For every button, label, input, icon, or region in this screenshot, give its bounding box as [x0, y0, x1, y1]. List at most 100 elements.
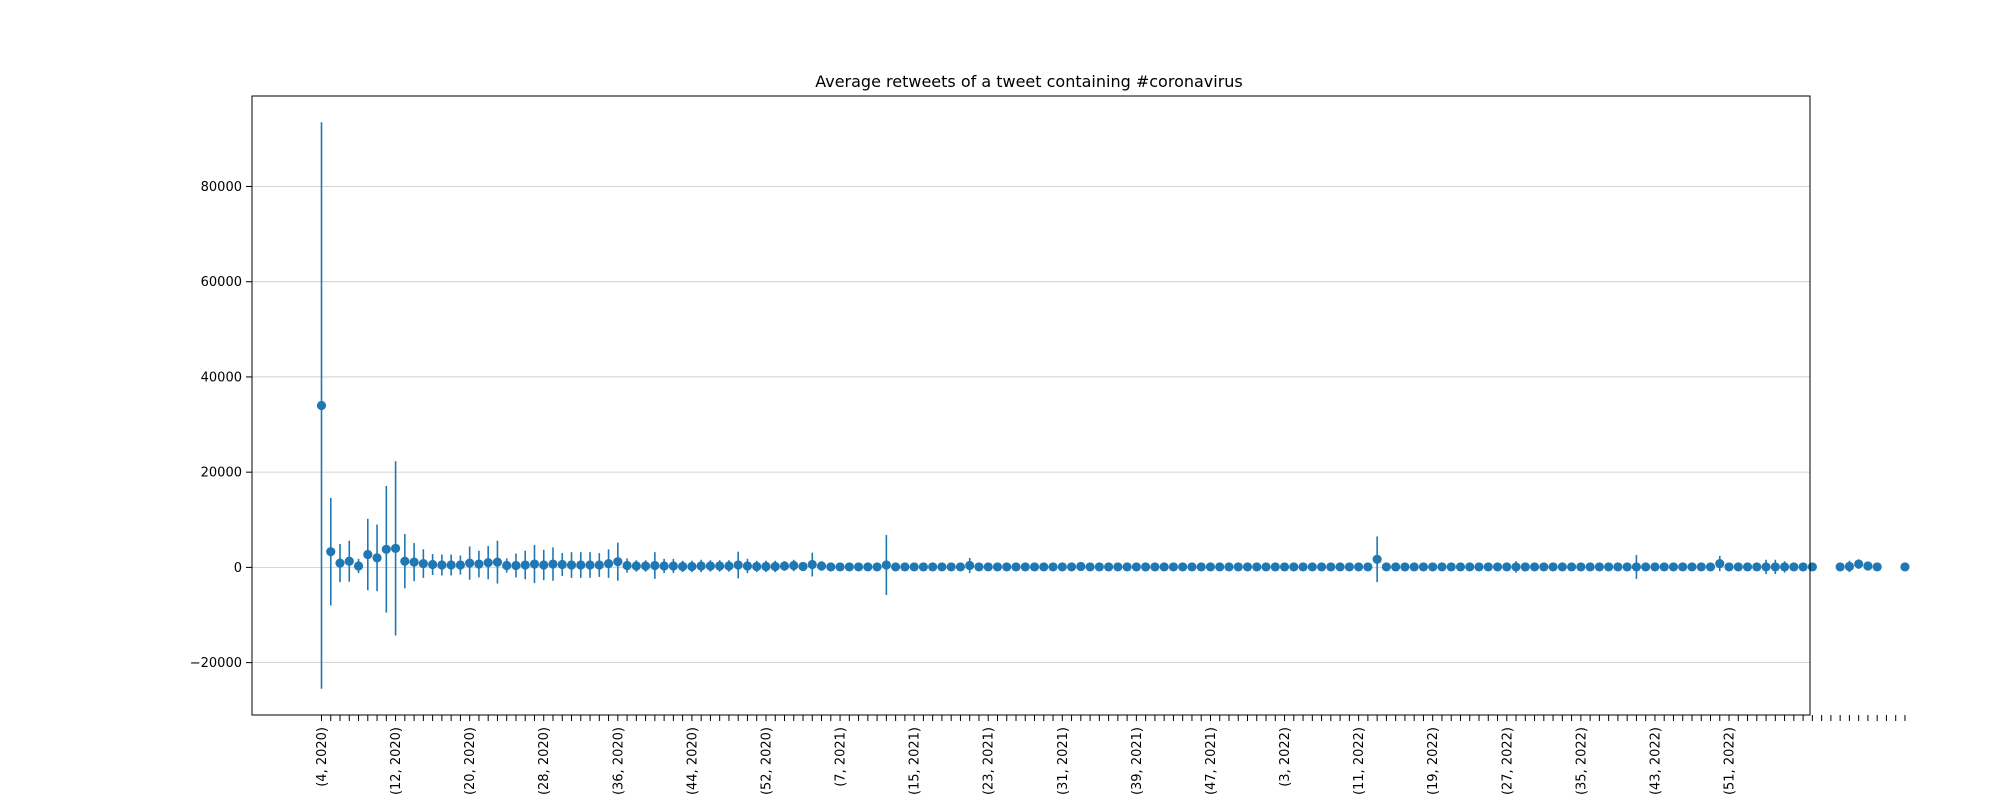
data-point: [1409, 562, 1419, 572]
data-point: [974, 562, 984, 572]
data-point: [1094, 562, 1104, 572]
data-point: [344, 556, 354, 566]
data-point: [992, 562, 1003, 572]
data-point: [853, 562, 864, 572]
data-point: [1455, 562, 1466, 572]
data-point: [1104, 562, 1114, 572]
data-point: [1483, 562, 1493, 572]
x-tick-label: (11, 2022): [1352, 727, 1367, 795]
data-point: [437, 560, 447, 570]
data-point: [1307, 562, 1317, 572]
data-point: [1742, 562, 1753, 572]
x-tick-label: (3, 2022): [1278, 727, 1293, 787]
data-point: [1020, 562, 1030, 572]
data-point: [881, 560, 891, 570]
data-point: [1770, 562, 1780, 572]
data-point: [641, 561, 651, 571]
data-point: [1057, 562, 1067, 572]
data-point: [1363, 562, 1373, 572]
data-point: [826, 562, 836, 572]
data-point: [1354, 562, 1364, 572]
x-tick-label: (23, 2021): [982, 727, 997, 795]
data-point: [1233, 562, 1243, 572]
data-point: [1807, 562, 1817, 572]
x-tick-label: (31, 2021): [1056, 727, 1071, 795]
data-point: [1502, 562, 1512, 572]
data-point: [613, 557, 623, 567]
data-point: [1326, 562, 1336, 572]
data-point: [566, 560, 577, 570]
data-point: [1641, 562, 1651, 572]
data-point: [390, 543, 401, 553]
data-point: [946, 562, 956, 572]
data-point: [983, 562, 993, 572]
plot-frame: [251, 95, 1811, 716]
y-tick-label: 40000: [201, 370, 242, 385]
data-point: [1789, 562, 1799, 572]
data-point: [900, 562, 910, 572]
data-point: [520, 560, 530, 570]
data-point: [1159, 562, 1169, 572]
data-point: [548, 559, 558, 569]
data-point: [891, 562, 901, 572]
x-axis: (4, 2020) (12, 2020) (20, 2020) (28, 2020) (…: [315, 715, 1906, 795]
data-point: [1872, 562, 1882, 572]
data-point: [1557, 562, 1567, 572]
data-point: [1696, 562, 1706, 572]
data-point: [363, 549, 373, 560]
data-point: [816, 561, 827, 571]
data-point: [1224, 562, 1234, 572]
data-point: [1465, 562, 1475, 572]
data-point: [1428, 562, 1438, 572]
data-point: [400, 556, 410, 566]
chart-title: Average retweets of a tweet containing #…: [815, 72, 1243, 91]
data-point: [770, 561, 780, 572]
data-point: [428, 559, 438, 570]
data-point: [474, 559, 484, 569]
x-tick-label: (28, 2020): [537, 727, 552, 795]
data-point: [1779, 562, 1790, 572]
data-point: [659, 561, 669, 571]
x-tick-label: (43, 2022): [1648, 727, 1663, 795]
data-point: [1168, 562, 1179, 572]
data-point: [761, 561, 771, 572]
series-markers: [316, 122, 1910, 689]
data-point: [557, 559, 567, 570]
data-point: [1687, 562, 1697, 572]
data-point: [928, 562, 938, 572]
data-point: [1039, 562, 1049, 572]
data-point: [668, 561, 678, 571]
data-point: [1844, 561, 1854, 572]
data-point: [1215, 562, 1225, 572]
data-point: [1178, 562, 1188, 572]
data-point: [724, 561, 734, 571]
data-point: [1187, 562, 1197, 572]
data-point: [1076, 561, 1086, 572]
data-point: [937, 562, 947, 572]
data-point: [678, 561, 688, 572]
data-point: [483, 558, 493, 568]
data-point: [955, 562, 966, 572]
data-point: [1131, 562, 1141, 572]
data-point: [742, 561, 753, 571]
data-point: [1002, 562, 1012, 572]
data-point: [1798, 562, 1808, 572]
data-point: [1252, 562, 1262, 572]
data-point: [1900, 562, 1910, 572]
data-point: [1585, 562, 1595, 572]
data-point: [1622, 562, 1632, 572]
data-point: [789, 560, 799, 571]
data-point: [1298, 562, 1308, 572]
data-point: [1511, 562, 1521, 572]
data-point: [1085, 562, 1095, 572]
data-point: [316, 400, 327, 411]
data-point: [1492, 562, 1503, 572]
data-point: [1705, 562, 1716, 572]
y-axis: −20000 0 20000 40000 60000 80000: [190, 180, 252, 671]
x-tick-label: (4, 2020): [315, 727, 330, 787]
x-tick-label: (36, 2020): [611, 727, 626, 795]
data-point: [807, 559, 817, 570]
x-tick-label: (12, 2020): [389, 727, 404, 795]
data-point: [835, 562, 845, 572]
